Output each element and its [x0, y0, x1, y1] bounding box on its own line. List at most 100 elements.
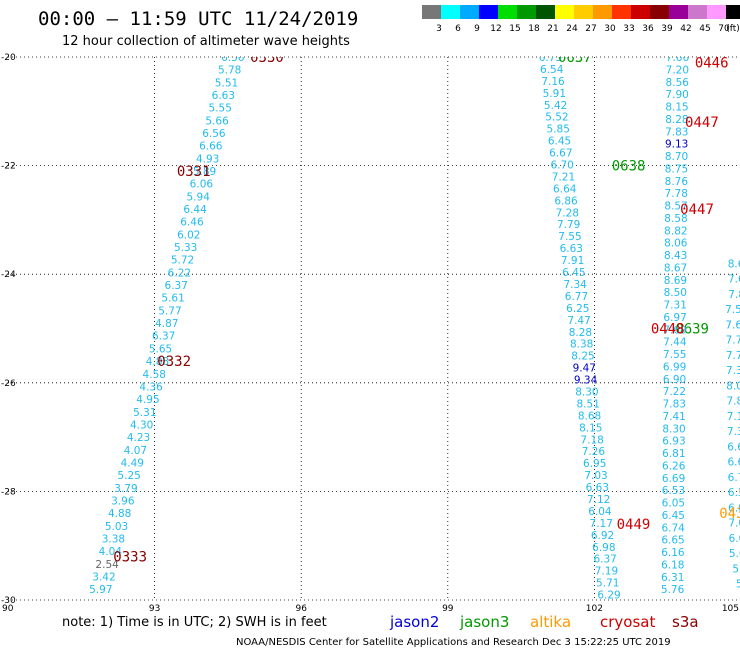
wave-height-label: 4.49 — [121, 457, 144, 469]
wave-height-label: 6.06 — [190, 179, 214, 191]
wave-height-label: 9.47 — [573, 363, 596, 375]
wave-height-label: 8.76 — [665, 176, 689, 188]
colorbar-swatch — [422, 5, 441, 19]
pass-time-label: 0637 — [558, 50, 592, 66]
wave-height-label: 4.36 — [139, 381, 163, 393]
wave-height-label: 5.66 — [205, 115, 229, 127]
wave-height-label: 6.46 — [180, 217, 204, 229]
wave-height-label: 5.78 — [218, 65, 241, 77]
wave-height-label: 7.16 — [541, 76, 565, 88]
wave-height-label: 7.28 — [556, 207, 579, 219]
wave-height-label: 6.86 — [554, 195, 578, 207]
wave-height-label: 6.73 — [728, 472, 740, 484]
wave-height-label: 5.31 — [133, 407, 156, 419]
wave-height-label: 5.55 — [209, 103, 232, 115]
wave-height-label: 8.05 — [726, 380, 740, 392]
colorbar-swatch — [555, 5, 574, 19]
x-tick-label: 102 — [586, 604, 603, 614]
data-series: 6.565.785.516.635.555.666.566.664.935.89… — [89, 50, 740, 600]
wave-height-label: 5.51 — [215, 77, 238, 89]
wave-height-label: 5. — [736, 579, 740, 591]
colorbar-swatch — [460, 5, 479, 19]
colorbar-label: (ft) — [726, 24, 740, 34]
wave-height-label: 6.93 — [662, 436, 685, 448]
colorbar-label: 45 — [699, 24, 710, 34]
y-tick-label: -28 — [1, 487, 16, 497]
wave-height-label: 6.99 — [663, 361, 686, 373]
pass-time-label: 0446 — [695, 55, 729, 71]
colorbar-label: 27 — [585, 24, 596, 34]
y-tick-label: -22 — [1, 162, 16, 172]
wave-height-label: 7.18 — [580, 434, 603, 446]
colorbar-label: 24 — [566, 24, 578, 34]
colorbar-swatch — [517, 5, 536, 19]
y-tick-label: -24 — [1, 270, 16, 280]
wave-height-label: 6.66 — [199, 141, 223, 153]
colorbar-swatch — [707, 5, 726, 19]
colorbar-label: 9 — [474, 24, 480, 34]
wave-height-label: 4.87 — [155, 318, 178, 330]
colorbar-label: 21 — [547, 24, 558, 34]
pass-time-label: 0640 — [739, 484, 740, 500]
wave-height-label: 8.50 — [664, 287, 687, 299]
x-tick-label: 93 — [149, 604, 160, 614]
wave-height-label: 6.73 — [539, 52, 562, 64]
wave-height-label: 4.88 — [146, 356, 169, 368]
wave-height-label: 5.52 — [545, 112, 568, 124]
colorbar-swatch — [650, 5, 669, 19]
x-tick-label: 99 — [442, 604, 454, 614]
wave-height-label: 6.30 — [728, 487, 740, 499]
wave-height-label: 5.94 — [187, 191, 211, 203]
y-tick-label: -26 — [1, 379, 16, 389]
pass-time-label: 0448 — [651, 322, 685, 338]
wave-height-label: 2.54 — [95, 559, 119, 571]
wave-height-label: 6.64 — [553, 183, 577, 195]
wave-height-label: 8.70 — [665, 151, 688, 163]
wave-height-label: 4.95 — [136, 394, 159, 406]
wave-height-label: 4.88 — [108, 508, 131, 520]
wave-height-label: 6.54 — [540, 64, 564, 76]
colorbar-swatch — [479, 5, 498, 19]
wave-height-label: 6.53 — [662, 485, 685, 497]
wave-height-label: 8.25 — [571, 351, 594, 363]
pass-time-label: 0639 — [675, 322, 709, 338]
wave-height-label: 6.22 — [168, 267, 191, 279]
satellite-legend: jason2 jason3 altika cryosat s3a — [389, 613, 699, 631]
wave-height-label: 6.63 — [586, 482, 609, 494]
colorbar-swatch — [688, 5, 707, 19]
wave-height-label: 6.45 — [662, 510, 685, 522]
wave-height-label: 6.37 — [152, 331, 175, 343]
wave-height-label: 5.61 — [161, 293, 184, 305]
wave-height-label: 8.68 — [578, 410, 601, 422]
wave-height-label: 8.43 — [664, 250, 687, 262]
legend-jason3: jason3 — [459, 613, 509, 631]
wave-height-label: 5.97 — [89, 584, 112, 596]
y-tick-label: -30 — [1, 596, 16, 606]
wave-height-label: 7.82 — [727, 396, 740, 408]
wave-height-label: 6.90 — [663, 374, 686, 386]
legend-s3a: s3a — [672, 613, 699, 631]
wave-height-label: 8.6 — [728, 258, 740, 270]
wave-height-label: 8.58 — [664, 213, 687, 225]
colorbar-swatch — [631, 5, 650, 19]
colorbar-swatch — [669, 5, 688, 19]
wave-height-label: 6.25 — [566, 303, 589, 315]
wave-height-label: 5.25 — [117, 470, 140, 482]
pass-time-label: 0333 — [113, 550, 147, 566]
wave-height-label: 7.66 — [666, 52, 690, 64]
wave-height-label: 6.70 — [550, 160, 573, 172]
pass-time-label: 0638 — [612, 159, 646, 175]
wave-height-label: 8.38 — [570, 339, 593, 351]
wave-height-label: 4.23 — [127, 432, 150, 444]
wave-height-label: 7.61 — [725, 319, 740, 331]
colorbar-swatch — [612, 5, 631, 19]
colorbar-label: 12 — [490, 24, 501, 34]
wave-height-label: 6.44 — [183, 204, 207, 216]
wave-height-label: 7.21 — [552, 171, 575, 183]
wave-height-label: 8.75 — [665, 163, 688, 175]
wave-height-label: 7.20 — [666, 64, 689, 76]
pass-time-label: 0447 — [680, 202, 714, 218]
colorbar-label: 6 — [455, 24, 461, 34]
wave-height-label: 9.34 — [574, 375, 598, 387]
